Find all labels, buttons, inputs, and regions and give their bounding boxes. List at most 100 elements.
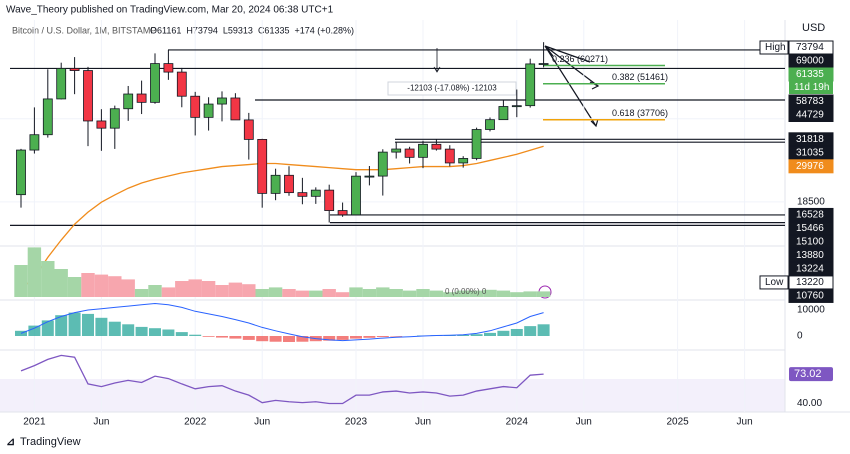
price-label: 69000 [796,56,824,67]
candle-body [190,95,201,118]
tag-label: Low [765,277,784,288]
oscillator-bar [14,265,28,297]
price-label: 15100 [796,237,824,248]
price-label-box [788,288,834,303]
candle-body [284,174,294,194]
x-tick-label: 2024 [506,417,529,428]
footer-logo: ⊿ [6,436,15,448]
oscillator-bar [456,290,470,297]
oscillator-bar [523,291,537,297]
oscillator-bar [215,285,229,297]
candle-body [29,134,40,151]
candle-body [257,139,268,194]
macd-tick-label: 10000 [797,305,825,316]
candle-body [337,210,348,216]
candle-body [83,70,93,122]
candle-body [310,189,321,197]
oscillator-bar [148,285,162,297]
price-label: 29976 [796,161,824,172]
price-label: 58783 [796,96,824,107]
macd-bar [55,315,68,337]
candle-body [458,158,469,164]
macd-bar [189,334,202,337]
macd-bar [537,324,550,337]
oscillator-bar [282,289,296,297]
macd-bar [175,332,188,337]
ohlc-value: H73794 [186,25,218,35]
rsi-tick-label: 40.00 [797,398,822,409]
symbol: Bitcoin / U.S. Dollar, 1M, BITSTAMP [12,25,156,35]
x-tick-label: Jun [737,417,753,428]
macd-bar [68,312,81,337]
footer: TradingView [20,436,81,448]
macd-bar [323,336,336,341]
oscillator-bar [134,289,149,297]
oscillator-bar [54,269,68,297]
oscillator-bar [335,292,350,297]
x-tick-label: Jun [93,417,109,428]
oscillator-bar [255,289,269,297]
price-label: 10760 [796,291,824,302]
oscillator-bar [362,289,377,297]
macd-line [20,302,544,342]
price-label: 15466 [796,223,824,234]
publisher: Wave_Theory published on TradingView.com… [6,5,334,16]
currency: USD [802,22,825,34]
oscillator-bar [496,290,511,297]
tag-box [759,275,789,290]
price-label-box [788,159,834,174]
macd-bar [216,336,228,338]
macd-bar [149,328,161,337]
rsi-line [20,354,544,405]
y-tick-label: 18500 [797,197,825,208]
price-label: 13880 [796,250,824,261]
x-tick-label: Jun [254,417,270,428]
x-tick-label: Jun [576,417,592,428]
oscillator-bar [268,287,283,297]
candle-body [109,108,120,129]
macd-bar [82,313,94,337]
x-tick-label: 2022 [184,417,207,428]
oscillator-bar [175,281,189,297]
measure-box [387,81,517,96]
candle-body [391,148,402,153]
ohlc-value: L59313 [223,25,253,35]
candle-body [377,151,388,177]
oscillator-bar [188,279,202,297]
candle-body [203,103,214,118]
fib-label: 0.382 (51461) [612,72,668,82]
candle-body [176,71,187,97]
oscillator-bar [389,289,403,297]
moving-average [20,145,544,291]
oscillator-bar [443,292,457,297]
macd-bar [229,336,242,339]
oscillator-bar [469,290,484,297]
macd-bar [363,336,376,338]
candle-body [444,148,455,164]
macd-tick-label: 0 [797,331,803,342]
candle-body [69,68,80,71]
macd-bar [470,334,483,337]
oscillator-bar [536,291,551,297]
price-label: 13220 [796,277,824,288]
candle-body [150,63,160,103]
macd-bar [510,328,523,337]
oscillator-bar [67,277,82,297]
price-label: 16528 [796,210,824,221]
macd-bar [162,329,175,337]
candle-body [163,63,174,73]
macd-bar [122,324,135,337]
candle-body [230,97,241,121]
macd-bar [202,336,215,337]
candle-body [364,175,375,178]
oscillator-bar [121,279,135,297]
countdown-box [789,81,833,94]
candle-body [525,63,536,107]
candle-body [498,106,509,121]
oscillator-bar [242,284,256,297]
oscillator-bar [322,289,336,297]
candle-body [511,105,522,108]
candle-body [123,93,134,110]
candle-body [485,119,495,130]
